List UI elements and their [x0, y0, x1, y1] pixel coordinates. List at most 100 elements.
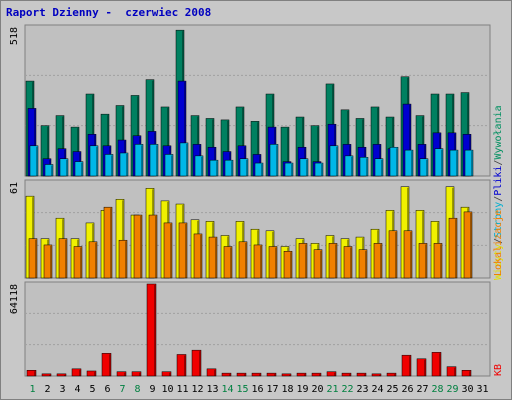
bar-lokalizacje-day-7: [118, 239, 128, 279]
bar-strony-day-15: [239, 158, 249, 177]
x-tick-label: 24: [371, 384, 383, 395]
ymax-label: 518: [9, 27, 20, 45]
bar-kb-day-28: [431, 352, 442, 377]
bar-kb-day-7: [116, 371, 127, 377]
x-tick-label: 7: [119, 384, 125, 395]
bar-lokalizacje-day-8: [133, 214, 143, 279]
legend-entry: /: [493, 196, 504, 202]
bar-kb-day-4: [71, 368, 82, 377]
bar-kb-day-12: [191, 349, 202, 377]
bar-strony-day-17: [269, 144, 279, 177]
bar-lokalizacje-day-26: [403, 230, 413, 279]
x-tick-label: 17: [266, 384, 278, 395]
x-tick-label: 2: [44, 384, 50, 395]
bar-lokalizacje-day-29: [448, 217, 458, 279]
bar-kb-day-23: [356, 372, 367, 377]
bar-kb-day-14: [221, 372, 232, 377]
legend-entry: /: [493, 238, 504, 244]
legend-entry: Pliki: [493, 166, 504, 196]
bar-kb-day-30: [461, 370, 472, 377]
chart-title: Raport Dzienny - czerwiec 2008: [6, 6, 212, 19]
bar-lokalizacje-day-16: [253, 244, 263, 279]
legend-visits: Wizyty/Strony/Pliki/Wywołania: [493, 105, 504, 280]
bar-kb-day-10: [161, 371, 172, 377]
bar-strony-day-29: [449, 149, 459, 177]
legend-entry: Wywołania: [493, 105, 504, 159]
bar-lokalizacje-day-5: [88, 241, 98, 279]
bar-strony-day-18: [284, 162, 294, 177]
x-tick-label: 11: [176, 384, 188, 395]
bar-kb-day-22: [341, 372, 352, 377]
bar-strony-day-14: [224, 159, 234, 177]
bar-kb-day-29: [446, 366, 457, 377]
bar-strony-day-4: [74, 161, 84, 177]
x-tick-label: 16: [251, 384, 263, 395]
x-tick-label: 20: [311, 384, 323, 395]
bar-lokalizacje-day-4: [73, 246, 83, 279]
x-tick-label: 19: [296, 384, 308, 395]
bar-lokalizacje-day-27: [418, 243, 428, 279]
bar-strony-day-22: [344, 155, 354, 177]
bar-strony-day-28: [434, 148, 444, 177]
bar-lokalizacje-day-24: [373, 243, 383, 279]
bar-kb-day-19: [296, 372, 307, 377]
bar-lokalizacje-day-2: [43, 244, 53, 279]
bar-strony-day-25: [389, 146, 399, 177]
bar-kb-day-16: [251, 372, 262, 377]
bar-lokalizacje-day-15: [238, 241, 248, 279]
bar-strony-day-9: [149, 144, 159, 177]
bar-lokalizacje-day-1: [28, 238, 38, 279]
legend-entry: Wizyty: [493, 244, 504, 280]
x-tick-label: 1: [29, 384, 35, 395]
x-tick-label: 14: [221, 384, 233, 395]
bar-strony-day-1: [29, 145, 39, 177]
bar-strony-day-13: [209, 159, 219, 177]
bar-lokalizacje-day-25: [388, 230, 398, 279]
bar-strony-day-11: [179, 142, 189, 177]
bar-lokalizacje-day-23: [358, 249, 368, 279]
x-tick-label: 4: [74, 384, 80, 395]
bar-lokalizacje-day-12: [193, 233, 203, 279]
x-tick-label: 10: [161, 384, 173, 395]
bar-lokalizacje-day-28: [433, 243, 443, 279]
bar-kb-day-24: [371, 373, 382, 377]
x-tick-label: 15: [236, 384, 248, 395]
bar-strony-day-20: [314, 162, 324, 177]
bar-lokalizacje-day-11: [178, 222, 188, 279]
bar-kb-day-1: [26, 370, 37, 377]
bar-lokalizacje-day-6: [103, 206, 113, 279]
bar-kb-day-18: [281, 373, 292, 377]
bar-kb-day-15: [236, 372, 247, 377]
bar-strony-day-24: [374, 158, 384, 177]
bar-kb-day-17: [266, 372, 277, 377]
x-tick-label: 31: [476, 384, 488, 395]
bar-lokalizacje-day-17: [268, 246, 278, 279]
bar-strony-day-2: [44, 164, 54, 177]
bar-kb-day-26: [401, 354, 412, 377]
bar-lokalizacje-day-21: [328, 243, 338, 279]
bar-lokalizacje-day-30: [463, 211, 473, 279]
x-tick-label: 23: [356, 384, 368, 395]
x-tick-label: 12: [191, 384, 203, 395]
bar-kb-day-27: [416, 358, 427, 377]
bar-kb-day-25: [386, 372, 397, 377]
bar-strony-day-7: [119, 152, 129, 177]
x-tick-label: 6: [104, 384, 110, 395]
bar-kb-day-3: [56, 373, 67, 377]
bar-strony-day-21: [329, 145, 339, 177]
x-tick-label: 25: [386, 384, 398, 395]
bar-strony-day-23: [359, 157, 369, 177]
x-tick-label: 28: [431, 384, 443, 395]
bar-kb-day-2: [41, 373, 52, 377]
x-tick-label: 5: [89, 384, 95, 395]
ymax-label: 64118: [9, 284, 20, 314]
x-tick-label: 21: [326, 384, 338, 395]
legend-kb: KB: [493, 364, 504, 376]
bar-strony-day-10: [164, 154, 174, 177]
bar-lokalizacje-day-3: [58, 238, 68, 279]
bar-kb-day-9: [146, 283, 157, 377]
x-tick-label: 9: [149, 384, 155, 395]
x-tick-label: 27: [416, 384, 428, 395]
bar-strony-day-16: [254, 162, 264, 177]
